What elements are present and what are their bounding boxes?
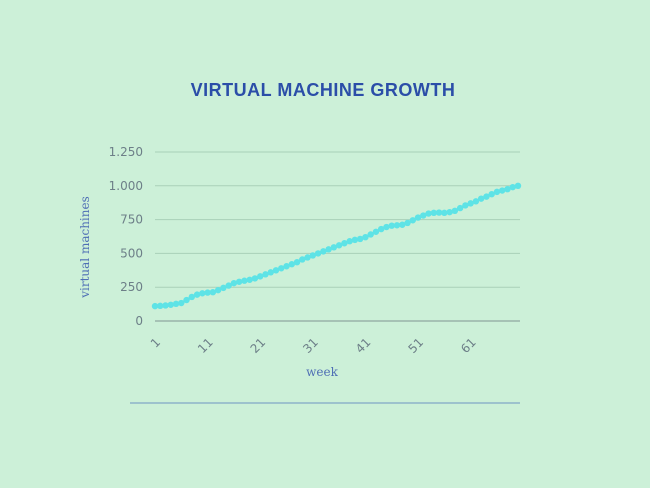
data-point [299,256,306,263]
chart-title: VIRTUAL MACHINE GROWTH [191,80,456,100]
x-tick-label: 51 [405,335,426,356]
x-axis-label: week [306,365,338,379]
data-point [330,244,338,251]
data-point [420,212,427,219]
y-tick-label: 500 [120,246,143,260]
data-point [193,291,201,298]
data-point [414,214,422,221]
data-point [399,221,406,228]
data-point [288,261,295,268]
data-point [456,204,464,212]
data-point [235,278,243,285]
x-tick-label: 61 [458,335,479,356]
data-point [178,299,185,307]
data-point [157,302,164,310]
data-point [214,286,222,294]
y-tick-labels: 0 250 500 750 1.000 1.250 [109,145,143,328]
data-point [356,235,364,243]
data-point [472,198,480,205]
data-point [251,275,259,282]
data-point [493,188,501,196]
data-point [283,263,290,270]
y-axis-label: virtual machines [78,196,92,299]
data-point [272,267,280,274]
data-point [425,210,432,217]
data-point [477,195,485,202]
y-tick-label: 1.250 [109,145,143,159]
data-point [372,228,380,235]
data-point [246,276,253,283]
data-point [488,190,495,198]
x-tick-label: 1 [148,335,163,350]
data-point [262,271,269,278]
data-point [514,182,522,189]
data-point [304,254,311,261]
data-point [278,265,285,272]
data-point [462,202,469,209]
x-tick-label: 31 [300,335,321,356]
grid-lines [155,151,520,288]
data-point [367,231,374,238]
y-tick-label: 0 [135,314,143,328]
data-point [378,225,385,233]
y-tick-label: 750 [120,213,143,227]
data-point [309,252,317,259]
data-point [504,185,511,193]
x-tick-label: 41 [353,335,374,356]
data-point [467,200,474,207]
data-point [441,209,448,217]
data-point [388,222,395,229]
data-point [325,246,332,253]
data-point [225,282,232,289]
data-point [435,209,443,216]
data-point [451,207,459,215]
data-point [499,187,506,194]
data-point [204,289,211,296]
data-point [220,284,227,292]
data-point [209,289,217,296]
data-points [151,182,522,310]
data-point [151,302,159,310]
data-point [351,236,359,244]
data-point [162,302,169,309]
data-point [341,240,348,247]
y-tick-label: 250 [120,280,143,294]
data-point [241,277,248,284]
y-tick-label: 1.000 [109,179,143,193]
data-point [430,209,438,217]
data-point [257,273,264,280]
data-point [383,223,390,231]
x-tick-label: 11 [195,335,216,356]
data-point [172,300,180,308]
data-point [409,217,416,224]
data-point [293,258,301,266]
data-point [267,269,274,276]
data-point [393,222,401,229]
data-point [183,296,190,304]
data-point [483,193,490,200]
data-point [509,183,516,191]
data-point [446,208,453,216]
data-point [167,301,174,308]
data-point [320,248,327,255]
data-point [346,238,353,245]
x-tick-label: 21 [248,335,269,356]
data-point [362,233,369,241]
data-point [335,242,343,249]
data-point [188,293,196,301]
data-point [230,279,238,287]
x-tick-labels: 1 11 21 31 41 51 61 [148,335,479,356]
data-point [404,219,411,227]
data-point [314,250,322,257]
data-point [199,290,206,297]
